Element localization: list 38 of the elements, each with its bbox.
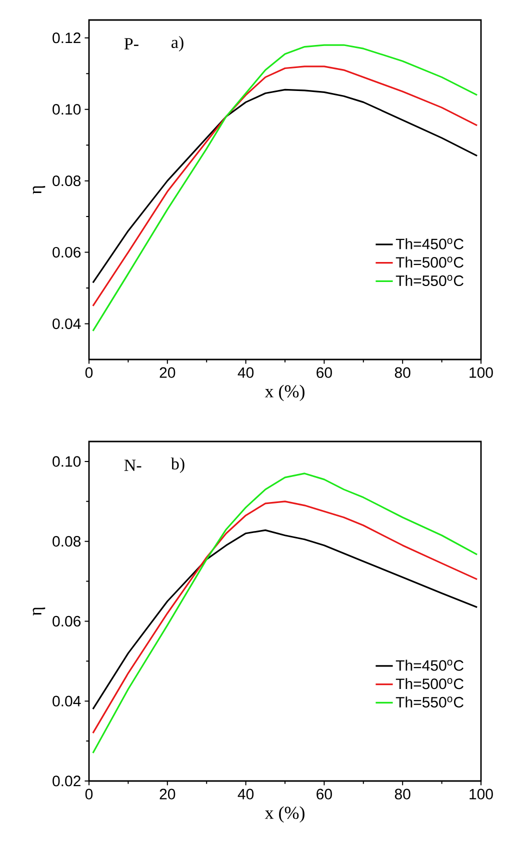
x-tick-label: 60 — [316, 788, 332, 800]
y-tick-label: 0.04 — [52, 318, 81, 330]
y-tick-label: 0.06 — [52, 246, 81, 258]
x-tick-label: 40 — [238, 367, 254, 378]
y-axis-title: η — [32, 186, 46, 194]
legend-label: Th=550$^{o}$C — [396, 275, 464, 286]
x-tick-label: 100 — [470, 367, 493, 378]
x-tick-label: 80 — [394, 788, 410, 800]
y-tick-label: 0.12 — [52, 32, 80, 44]
x-axis-title: x (%) — [264, 806, 304, 823]
x-tick-label: 100 — [470, 788, 493, 800]
y-tick-label: 0.06 — [52, 616, 81, 627]
y-tick-label: 0.10 — [52, 456, 81, 467]
y-tick-label: 0.02 — [52, 776, 80, 786]
y-tick-label: 0.10 — [52, 104, 81, 115]
line-series — [92, 529, 478, 710]
annotation: b) — [170, 458, 184, 473]
x-tick-label: 40 — [238, 788, 254, 800]
legend-label: Th=550$^{o}$C — [396, 696, 464, 708]
x-tick-label: 20 — [160, 788, 176, 800]
y-tick-label: 0.04 — [52, 696, 81, 706]
y-axis-title: η — [32, 607, 46, 616]
x-tick-label: 0 — [85, 367, 93, 378]
legend-label: Th=500$^{o}$C — [396, 678, 464, 690]
x-tick-label: 0 — [85, 788, 93, 800]
line-series — [92, 472, 478, 754]
x-tick-label: 20 — [160, 367, 176, 378]
x-tick-label: 80 — [394, 367, 410, 378]
x-tick-label: 60 — [316, 367, 332, 378]
annotation: N- — [124, 460, 142, 471]
legend-label: Th=450$^{o}$C — [396, 660, 464, 671]
annotation: a) — [172, 36, 184, 52]
x-axis-title: x (%) — [264, 384, 304, 402]
legend-label: Th=450$^{o}$C — [396, 238, 464, 250]
y-tick-label: 0.08 — [52, 176, 81, 186]
annotation: P- — [124, 38, 138, 50]
y-tick-label: 0.08 — [52, 536, 81, 547]
legend-label: Th=500$^{o}$C — [396, 256, 464, 268]
